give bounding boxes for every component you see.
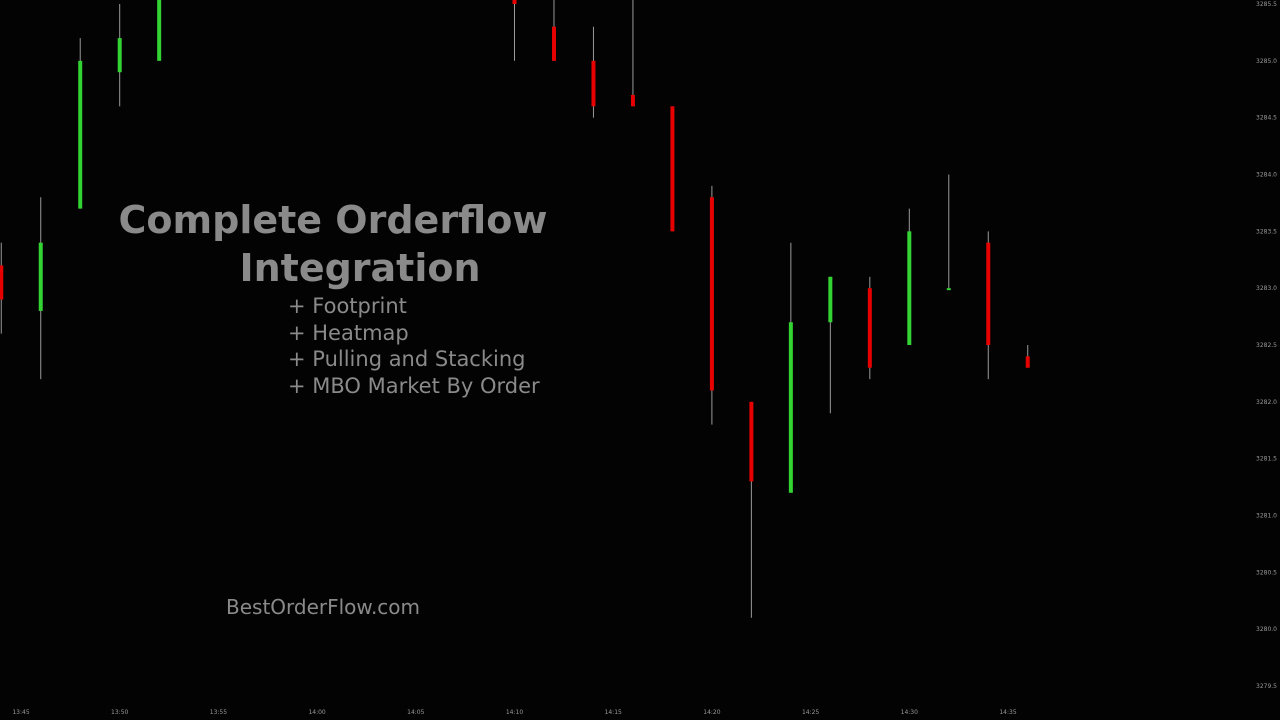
x-tick-label: 14:30 (901, 709, 918, 716)
candle-body (788, 322, 793, 493)
y-tick-label: 3285.5 (1256, 1, 1277, 8)
x-tick-label: 14:00 (308, 709, 325, 716)
candle (0, 242, 4, 334)
website-label: BestOrderFlow.com (226, 595, 421, 619)
candle-body (946, 288, 951, 291)
candle (78, 38, 83, 209)
y-tick-label: 3282.5 (1256, 342, 1277, 349)
y-tick-label: 3279.5 (1256, 683, 1277, 690)
candle (1025, 345, 1030, 368)
candle (670, 106, 675, 232)
candle-body (749, 401, 754, 482)
candle-body (709, 197, 714, 391)
y-tick-label: 3281.5 (1256, 456, 1277, 463)
candle-body (117, 38, 122, 73)
candle (907, 208, 912, 345)
candle (749, 401, 754, 618)
candle-body (907, 231, 912, 345)
y-tick-label: 3280.0 (1256, 626, 1277, 633)
feature-item: + Footprint (288, 294, 407, 318)
candle (867, 276, 872, 380)
x-tick-label: 14:25 (802, 709, 819, 716)
y-tick-label: 3280.5 (1256, 569, 1277, 576)
candle (512, 0, 517, 61)
x-tick-label: 14:20 (703, 709, 720, 716)
x-axis: 13:45 13:50 13:55 14:00 14:05 14:10 14:15 14:20… (12, 709, 1016, 716)
candle-body (157, 0, 162, 61)
y-tick-label: 3282.0 (1256, 399, 1277, 406)
y-tick-label: 3283.5 (1256, 228, 1277, 235)
x-tick-label: 13:50 (111, 709, 128, 716)
candle-body (670, 106, 675, 232)
candle (709, 185, 714, 425)
y-tick-label: 3283.0 (1256, 285, 1277, 292)
candle (117, 4, 122, 107)
feature-list: + Footprint + Heatmap + Pulling and Stac… (288, 293, 540, 400)
candle (828, 276, 833, 414)
candle-body (828, 276, 833, 323)
candle-body (512, 0, 517, 4)
candle-body (0, 265, 4, 300)
candle (38, 197, 43, 380)
x-tick-label: 14:05 (407, 709, 424, 716)
y-tick-label: 3284.0 (1256, 172, 1277, 179)
candle-body (78, 60, 83, 209)
title-line-1: Complete Orderflow (118, 198, 548, 242)
candle-body (1025, 356, 1030, 368)
candle-body (591, 60, 596, 107)
candle (946, 174, 951, 291)
feature-item: + MBO Market By Order (288, 374, 540, 399)
candle-body (986, 242, 991, 345)
y-axis: 3285.5 3285.0 3284.5 3284.0 3283.5 3283.0 3282… (1256, 1, 1277, 690)
x-tick-label: 13:55 (210, 709, 227, 716)
candle (551, 0, 556, 61)
x-tick-label: 14:15 (605, 709, 622, 716)
candles-layer (0, 0, 1030, 618)
candle (630, 0, 635, 107)
feature-item: + Heatmap (288, 320, 409, 345)
title-line-2: Integration (239, 246, 481, 290)
candle (591, 26, 596, 118)
y-tick-label: 3285.0 (1256, 58, 1277, 65)
candle-body (867, 288, 872, 368)
x-tick-label: 13:45 (12, 709, 29, 716)
candle-body (38, 242, 43, 311)
candle (157, 0, 162, 61)
candle (788, 242, 793, 493)
y-tick-label: 3281.0 (1256, 513, 1277, 520)
candle-body (551, 26, 556, 61)
feature-item: + Pulling and Stacking (288, 347, 526, 372)
candle (986, 231, 991, 380)
candle-body (630, 94, 635, 107)
y-tick-label: 3284.5 (1256, 115, 1277, 122)
x-tick-label: 14:35 (999, 709, 1016, 716)
chart-overlay-title: Complete Orderflow Integration (0, 196, 720, 292)
x-tick-label: 14:10 (506, 709, 523, 716)
